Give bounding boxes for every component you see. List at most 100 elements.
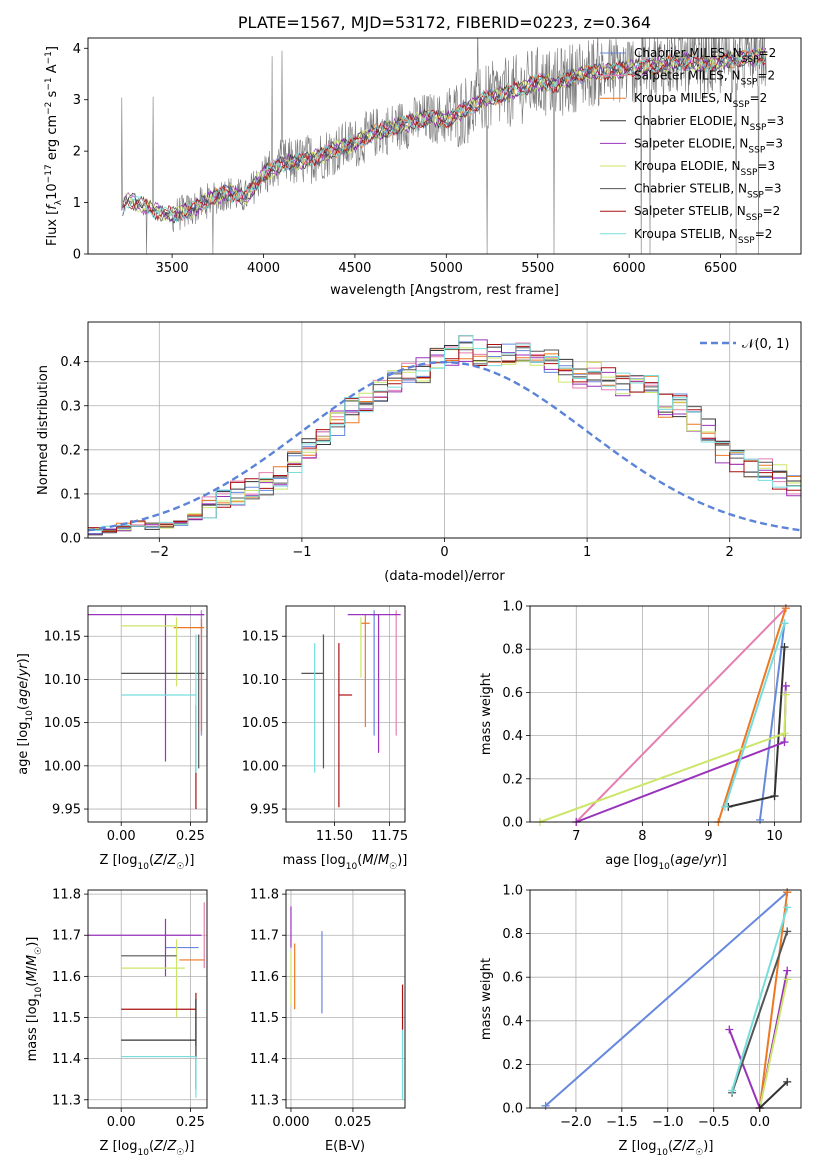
mass-vs-z-ytick-label: 11.7 bbox=[52, 929, 81, 944]
age-vs-z-ytick-label: 10.15 bbox=[44, 630, 81, 645]
spectrum-xtick-label: 6000 bbox=[613, 261, 646, 276]
weight-vs-z-xlabel: Z [log10(Z/Z☉)] bbox=[619, 1139, 714, 1158]
age-vs-z-ytick-label: 10.10 bbox=[44, 673, 81, 688]
mass-vs-ebv-ytick-label: 11.8 bbox=[250, 888, 279, 903]
age-vs-z-ytick-label: 10.05 bbox=[44, 716, 81, 731]
histogram-plot-area bbox=[88, 335, 801, 536]
legend-label-MILES_Chabrier: Chabrier MILES, NSSP=2 bbox=[634, 46, 776, 65]
spectrum-ytick-label: 3 bbox=[73, 93, 81, 108]
histogram-step-ELODIE_Salpeter bbox=[88, 339, 801, 535]
weight-vs-z-xtick-label: −0.5 bbox=[698, 1115, 730, 1130]
spectrum-ylabel: Flux [fλ10−17 erg cm−2 s−1 A−1] bbox=[44, 46, 64, 246]
mass-vs-z-frame bbox=[87, 889, 208, 1109]
age-vs-mass-ytick-label: 10.10 bbox=[242, 673, 279, 688]
weight-vs-z-marker-ELODIE_Salpeter bbox=[783, 966, 792, 975]
model-spectrum-ELODIE_Kroupa bbox=[122, 47, 766, 222]
histogram-ylabel: Normed distribution bbox=[36, 365, 51, 495]
weight-vs-age-marker-STELIB_Kroupa bbox=[780, 619, 789, 628]
weight-vs-age-xtick-label: 7 bbox=[572, 829, 580, 844]
histogram-step-ELODIE_Kroupa bbox=[88, 347, 801, 532]
histogram-step-STELIB_Kroupa bbox=[88, 335, 801, 531]
histogram-xtick-label: 2 bbox=[726, 545, 734, 560]
histogram-ytick-label: 0.1 bbox=[60, 487, 81, 502]
histogram-xtick-label: −2 bbox=[150, 545, 169, 560]
histogram-frame bbox=[87, 321, 802, 539]
legend-label-STELIB_Salpeter: Salpeter STELIB, NSSP=2 bbox=[634, 204, 780, 223]
spectrum-xtick-label: 4000 bbox=[247, 261, 280, 276]
legend-label-STELIB_Kroupa: Kroupa STELIB, NSSP=2 bbox=[634, 227, 772, 246]
weight-vs-age-ylabel: mass weight bbox=[479, 673, 494, 755]
legend-label-MILES_Kroupa: Kroupa MILES, NSSP=2 bbox=[634, 91, 767, 110]
spectrum-ytick-label: 4 bbox=[73, 42, 81, 57]
weight-vs-z-marker-ELODIE_Chabrier bbox=[783, 1077, 792, 1086]
weight-vs-age-marker-ELODIE_Salpeter bbox=[781, 681, 790, 690]
weight-vs-age-marker-MILES_Kroupa bbox=[781, 604, 790, 613]
spectrum-xtick-label: 3500 bbox=[156, 261, 189, 276]
histogram-ytick-label: 0.4 bbox=[60, 355, 81, 370]
mass-vs-z-ylabel: mass [log10(M/M☉)] bbox=[25, 937, 44, 1062]
weight-vs-age-line-MILES_Chabrier bbox=[759, 623, 786, 820]
spectrum-ytick-label: 0 bbox=[73, 248, 81, 263]
histogram-step-ELODIE_Chabrier bbox=[88, 342, 801, 532]
legend-label-ELODIE_Kroupa: Kroupa ELODIE, NSSP=3 bbox=[634, 159, 775, 178]
weight-vs-age-marker-ELODIE_Chabrier bbox=[780, 643, 789, 652]
weight-vs-z-line-ELODIE_Salpeter bbox=[728, 970, 789, 1112]
normal-distribution-curve bbox=[88, 360, 801, 532]
spectrum-plot-area bbox=[121, 38, 767, 254]
age-vs-z-ytick-label: 10.00 bbox=[44, 759, 81, 774]
weight-vs-z-marker-MILES_Chabrier bbox=[541, 1101, 550, 1110]
weight-vs-age-marker-MILES_Chabrier bbox=[756, 815, 765, 824]
legend-label-normal: 𝒩(0, 1) bbox=[742, 337, 789, 352]
spectrum-ytick-label: 1 bbox=[73, 196, 81, 211]
mass-vs-ebv-xlabel: E(B-V) bbox=[325, 1139, 365, 1154]
legend-label-ELODIE_Chabrier: Chabrier ELODIE, NSSP=3 bbox=[634, 114, 784, 133]
age-vs-mass-xtick-label: 11.75 bbox=[371, 829, 408, 844]
age-vs-z-frame bbox=[87, 605, 208, 823]
chart-title: PLATE=1567, MJD=53172, FIBERID=0223, z=0… bbox=[238, 13, 651, 32]
weight-vs-z-ytick-label: 0.4 bbox=[502, 1014, 523, 1029]
age-vs-z-xtick-label: 0.25 bbox=[176, 829, 205, 844]
spectrum-frame bbox=[87, 37, 802, 255]
mass-vs-z-ytick-label: 11.8 bbox=[52, 888, 81, 903]
weight-vs-age-ytick-label: 0.2 bbox=[502, 772, 523, 787]
age-vs-mass-ytick-label: 10.05 bbox=[242, 716, 279, 731]
weight-vs-z-marker-STELIB_Kroupa bbox=[783, 903, 792, 912]
weight-vs-z-marker-ELODIE_Salpeter bbox=[725, 1025, 734, 1034]
weight-vs-age-ytick-label: 0.0 bbox=[502, 816, 523, 831]
histogram-ytick-label: 0.0 bbox=[60, 532, 81, 547]
mass-vs-z-ytick-label: 11.6 bbox=[52, 970, 81, 985]
mass-vs-z-ytick-label: 11.5 bbox=[52, 1011, 81, 1026]
weight-vs-age-marker-ELODIE_Kroupa bbox=[781, 690, 790, 699]
weight-vs-age-ytick-label: 0.4 bbox=[502, 729, 523, 744]
weight-vs-z-ytick-label: 0.8 bbox=[502, 927, 523, 942]
weight-vs-z-ytick-label: 1.0 bbox=[502, 884, 523, 899]
weight-vs-age-ytick-label: 0.6 bbox=[502, 686, 523, 701]
weight-vs-z-xtick-label: −2.0 bbox=[560, 1115, 592, 1130]
mass-vs-z-xlabel: Z [log10(Z/Z☉)] bbox=[100, 1139, 195, 1158]
mass-vs-ebv-ytick-label: 11.7 bbox=[250, 929, 279, 944]
age-vs-mass-xlabel: mass [log10(M/M☉)] bbox=[283, 853, 408, 872]
model-spectrum-MILES_Chabrier bbox=[179, 46, 767, 221]
weight-vs-z-ylabel: mass weight bbox=[479, 958, 494, 1040]
mass-vs-z-ytick-label: 11.3 bbox=[52, 1093, 81, 1108]
weight-vs-z-line-ELODIE_Kroupa bbox=[758, 979, 789, 1109]
weight-vs-z-xtick-label: −1.5 bbox=[606, 1115, 638, 1130]
age-vs-mass-frame bbox=[285, 605, 406, 823]
spectrum-xlabel: wavelength [Angstrom, rest frame] bbox=[330, 283, 559, 298]
weight-vs-age-xtick-label: 8 bbox=[638, 829, 646, 844]
weight-vs-age-xlabel: age [log10(age/yr)] bbox=[605, 853, 727, 872]
mass-vs-ebv-ytick-label: 11.3 bbox=[250, 1093, 279, 1108]
histogram-ytick-label: 0.2 bbox=[60, 443, 81, 458]
weight-vs-z-frame bbox=[529, 889, 802, 1109]
histogram-xtick-label: 0 bbox=[440, 545, 448, 560]
weight-vs-z-ytick-label: 0.6 bbox=[502, 971, 523, 986]
mass-vs-ebv-ytick-label: 11.6 bbox=[250, 970, 279, 985]
weight-vs-age-line-STELIB_Kroupa bbox=[724, 622, 786, 808]
weight-vs-z-xtick-label: −1.0 bbox=[652, 1115, 684, 1130]
age-vs-z-ytick-label: 9.95 bbox=[52, 803, 81, 818]
spectrum-xtick-label: 5500 bbox=[521, 261, 554, 276]
age-vs-mass-xtick-label: 11.50 bbox=[316, 829, 353, 844]
histogram-xlabel: (data-model)/error bbox=[384, 569, 505, 584]
weight-vs-z-marker-MILES_Kroupa bbox=[783, 888, 792, 897]
